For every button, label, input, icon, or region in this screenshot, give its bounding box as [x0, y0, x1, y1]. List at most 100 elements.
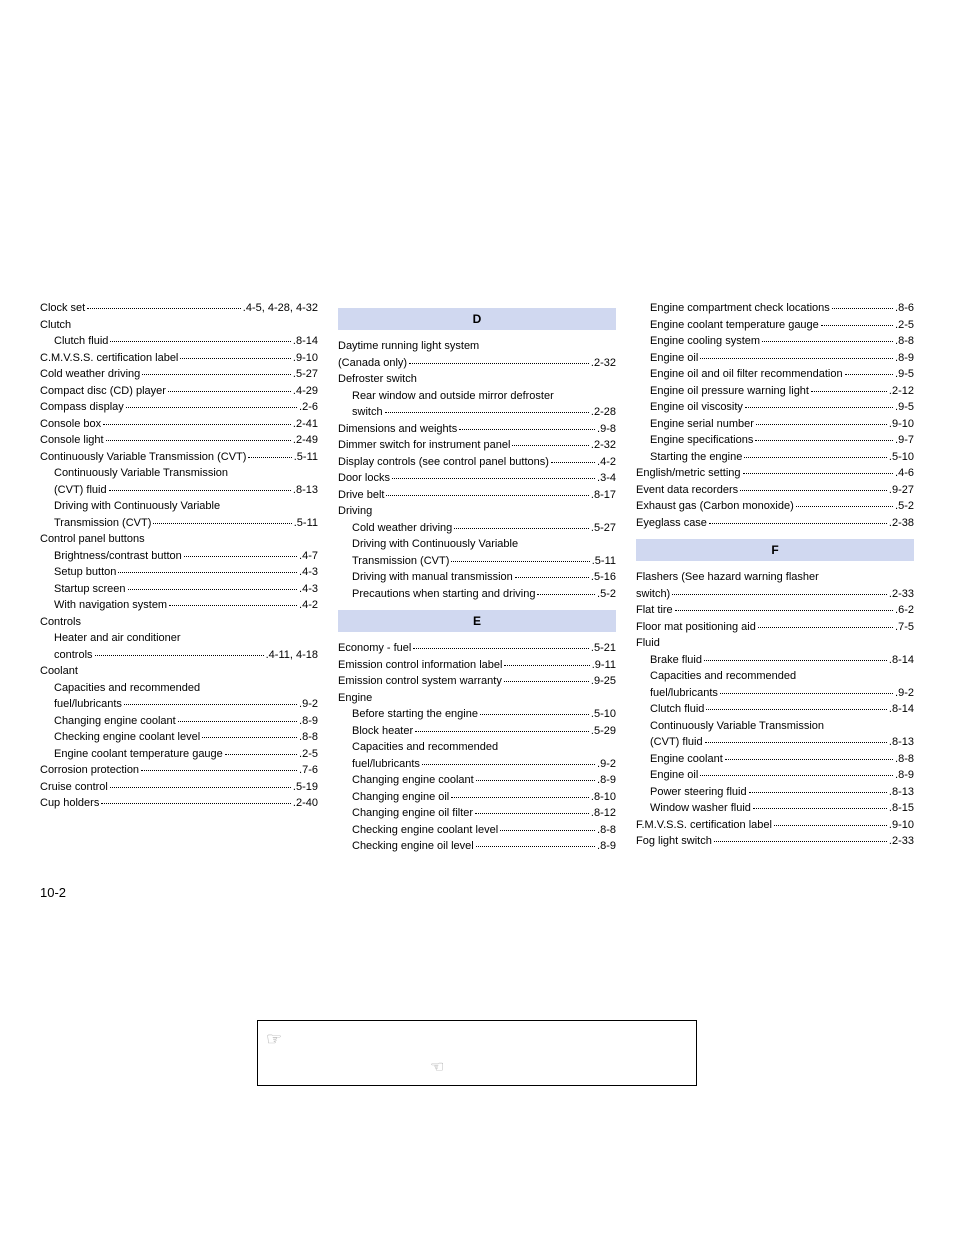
entry-page: .8-9: [597, 772, 616, 789]
index-entry: Economy - fuel.5-21: [338, 640, 616, 657]
index-entry: (CVT) fluid .8-13: [636, 734, 914, 751]
entry-page: .4-11, 4-18: [266, 647, 318, 664]
index-entry: Console box.2-41: [40, 416, 318, 433]
index-entry: Engine coolant temperature gauge.2-5: [40, 746, 318, 763]
entry-label: Brightness/contrast button: [54, 548, 182, 565]
entry-label: Engine oil pressure warning light: [650, 383, 809, 400]
entry-label: Display controls (see control panel butt…: [338, 454, 549, 471]
entry-page: .8-14: [889, 701, 914, 718]
entry-label: Startup screen: [54, 581, 126, 598]
entry-page: .8-17: [591, 487, 616, 504]
entry-label: Cup holders: [40, 795, 99, 812]
entry-page: .9-5: [895, 366, 914, 383]
entry-label: (CVT) fluid: [650, 734, 703, 751]
leader-dots: [124, 704, 297, 705]
entry-page: .9-27: [889, 482, 914, 499]
entry-label: Dimensions and weights: [338, 421, 457, 438]
index-line: Clutch: [40, 317, 318, 334]
leader-dots: [202, 737, 297, 738]
leader-dots: [106, 440, 291, 441]
entry-page: .4-5, 4-28, 4-32: [243, 300, 318, 317]
index-entry: Window washer fluid.8-15: [636, 800, 914, 817]
index-entry: (Canada only).2-32: [338, 355, 616, 372]
entry-page: .5-19: [293, 779, 318, 796]
index-entry: Cruise control.5-19: [40, 779, 318, 796]
leader-dots: [413, 648, 589, 649]
leader-dots: [415, 731, 589, 732]
index-line: Fluid: [636, 635, 914, 652]
entry-label: Eyeglass case: [636, 515, 707, 532]
entry-page: .9-7: [895, 432, 914, 449]
index-entry: Setup button.4-3: [40, 564, 318, 581]
index-entry: Floor mat positioning aid.7-5: [636, 619, 914, 636]
index-entry: Engine oil and oil filter recommendation…: [636, 366, 914, 383]
index-line: Capacities and recommended: [40, 680, 318, 697]
index-entry: controls.4-11, 4-18: [40, 647, 318, 664]
entry-page: .4-29: [293, 383, 318, 400]
entry-page: .9-2: [597, 756, 616, 773]
index-entry: Engine serial number.9-10: [636, 416, 914, 433]
entry-label: Emission control information label: [338, 657, 502, 674]
index-entry: (CVT) fluid .8-13: [40, 482, 318, 499]
leader-dots: [537, 594, 595, 595]
entry-page: .2-41: [293, 416, 318, 433]
leader-dots: [178, 721, 297, 722]
entry-label: Event data recorders: [636, 482, 738, 499]
entry-page: .8-14: [293, 333, 318, 350]
index-entry: Checking engine coolant level.8-8: [40, 729, 318, 746]
leader-dots: [675, 610, 893, 611]
leader-dots: [796, 506, 893, 507]
index-entry: Emission control system warranty.9-25: [338, 673, 616, 690]
index-entry: Engine oil pressure warning light.2-12: [636, 383, 914, 400]
index-entry: Starting the engine.5-10: [636, 449, 914, 466]
index-line: Continuously Variable Transmission: [636, 718, 914, 735]
index-entry: With navigation system.4-2: [40, 597, 318, 614]
index-entry: Corrosion protection.7-6: [40, 762, 318, 779]
leader-dots: [180, 358, 291, 359]
leader-dots: [745, 407, 893, 408]
entry-label: Checking engine coolant level: [352, 822, 498, 839]
entry-label: Economy - fuel: [338, 640, 411, 657]
index-line: Defroster switch: [338, 371, 616, 388]
leader-dots: [551, 462, 595, 463]
leader-dots: [103, 424, 291, 425]
entry-page: .2-32: [591, 355, 616, 372]
entry-page: .8-13: [293, 482, 318, 499]
index-entry: Engine oil.8-9: [636, 350, 914, 367]
leader-dots: [451, 797, 589, 798]
leader-dots: [705, 742, 887, 743]
entry-label: Emission control system warranty: [338, 673, 502, 690]
entry-page: .8-12: [591, 805, 616, 822]
leader-dots: [87, 308, 241, 309]
section-header-d: D: [338, 308, 616, 330]
entry-page: .5-29: [591, 723, 616, 740]
footer-box: ☞ ☜: [257, 1020, 697, 1086]
entry-page: .5-10: [889, 449, 914, 466]
leader-dots: [832, 308, 893, 309]
index-entry: Compass display.2-6: [40, 399, 318, 416]
leader-dots: [141, 770, 297, 771]
entry-page: .9-5: [895, 399, 914, 416]
index-entry: Checking engine oil level.8-9: [338, 838, 616, 855]
section-header-e: E: [338, 610, 616, 632]
entry-label: (CVT) fluid: [54, 482, 107, 499]
entry-page: .8-13: [889, 734, 914, 751]
entry-page: .5-27: [591, 520, 616, 537]
entry-page: .4-2: [597, 454, 616, 471]
entry-label: Drive belt: [338, 487, 384, 504]
leader-dots: [706, 709, 887, 710]
entry-page: .4-6: [895, 465, 914, 482]
leader-dots: [720, 693, 893, 694]
entry-page: .8-9: [597, 838, 616, 855]
index-entry: Console light.2-49: [40, 432, 318, 449]
entry-label: Before starting the engine: [352, 706, 478, 723]
index-entry: Changing engine oil.8-10: [338, 789, 616, 806]
index-entry: fuel/lubricants.9-2: [338, 756, 616, 773]
leader-dots: [504, 681, 589, 682]
leader-dots: [700, 358, 893, 359]
index-entry: Emission control information label.9-11: [338, 657, 616, 674]
entry-label: Clutch fluid: [650, 701, 704, 718]
entry-label: Clutch fluid: [54, 333, 108, 350]
index-entry: Cold weather driving.5-27: [40, 366, 318, 383]
index-entry: Before starting the engine.5-10: [338, 706, 616, 723]
